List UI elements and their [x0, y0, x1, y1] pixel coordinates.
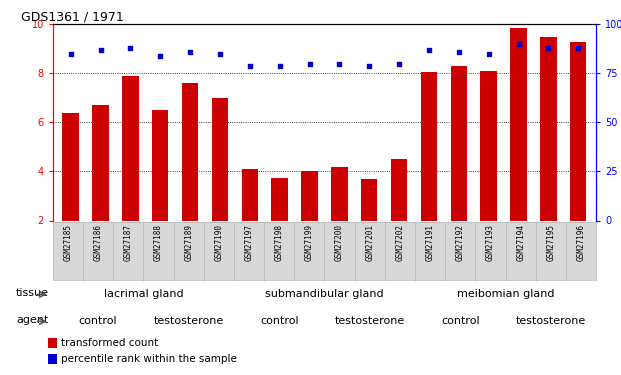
Text: GSM27198: GSM27198 — [274, 224, 284, 261]
Text: GSM27187: GSM27187 — [124, 224, 133, 261]
Text: tissue: tissue — [16, 288, 48, 298]
Text: meibomian gland: meibomian gland — [457, 290, 555, 299]
Text: GSM27189: GSM27189 — [184, 224, 193, 261]
Bar — [391, 159, 407, 220]
Bar — [48, 339, 57, 348]
Text: GSM27186: GSM27186 — [94, 224, 102, 261]
Point — [484, 51, 494, 57]
Bar — [122, 76, 138, 220]
Point — [424, 47, 434, 53]
Point — [514, 41, 524, 47]
Bar — [271, 178, 288, 220]
Text: lacrimal gland: lacrimal gland — [104, 290, 183, 299]
Point — [215, 51, 225, 57]
Point — [245, 63, 255, 69]
Point — [125, 45, 135, 51]
Bar — [361, 179, 378, 220]
Text: GSM27202: GSM27202 — [396, 224, 404, 261]
Bar — [182, 83, 198, 220]
Point — [335, 61, 345, 67]
Text: GSM27190: GSM27190 — [214, 224, 224, 261]
Text: control: control — [79, 316, 117, 326]
Text: GSM27200: GSM27200 — [335, 224, 344, 261]
Bar — [540, 37, 556, 220]
Point — [573, 45, 583, 51]
Text: GSM27199: GSM27199 — [305, 224, 314, 261]
Bar — [301, 171, 318, 220]
Text: control: control — [441, 316, 479, 326]
Bar — [212, 98, 228, 220]
Text: GSM27188: GSM27188 — [154, 224, 163, 261]
Bar — [451, 66, 467, 220]
Bar — [63, 112, 79, 220]
Bar — [510, 28, 527, 220]
Point — [304, 61, 314, 67]
Point — [365, 63, 374, 69]
Text: GSM27191: GSM27191 — [425, 224, 435, 261]
Text: testosterone: testosterone — [335, 316, 405, 326]
Point — [66, 51, 76, 57]
Text: GSM27185: GSM27185 — [63, 224, 73, 261]
Text: GDS1361 / 1971: GDS1361 / 1971 — [21, 10, 124, 23]
Bar — [481, 71, 497, 220]
Text: testosterone: testosterone — [516, 316, 586, 326]
Text: GSM27196: GSM27196 — [576, 224, 586, 261]
Text: agent: agent — [16, 315, 48, 325]
Point — [543, 45, 553, 51]
Point — [96, 47, 106, 53]
Bar — [331, 166, 348, 220]
Point — [394, 61, 404, 67]
Text: testosterone: testosterone — [153, 316, 224, 326]
Bar — [242, 169, 258, 220]
Bar — [421, 72, 437, 220]
Text: GSM27197: GSM27197 — [245, 224, 253, 261]
Point — [155, 53, 165, 59]
Text: GSM27195: GSM27195 — [546, 224, 555, 261]
Point — [185, 49, 195, 55]
Bar — [93, 105, 109, 220]
Bar — [570, 42, 586, 220]
Text: submandibular gland: submandibular gland — [265, 290, 384, 299]
Text: GSM27194: GSM27194 — [516, 224, 525, 261]
Point — [274, 63, 284, 69]
Text: control: control — [260, 316, 299, 326]
Text: percentile rank within the sample: percentile rank within the sample — [61, 354, 237, 364]
Point — [454, 49, 464, 55]
Text: GSM27201: GSM27201 — [365, 224, 374, 261]
Text: GSM27193: GSM27193 — [486, 224, 495, 261]
Bar — [48, 354, 57, 364]
Bar — [152, 110, 168, 220]
Text: GSM27192: GSM27192 — [456, 224, 465, 261]
Text: transformed count: transformed count — [61, 339, 158, 348]
